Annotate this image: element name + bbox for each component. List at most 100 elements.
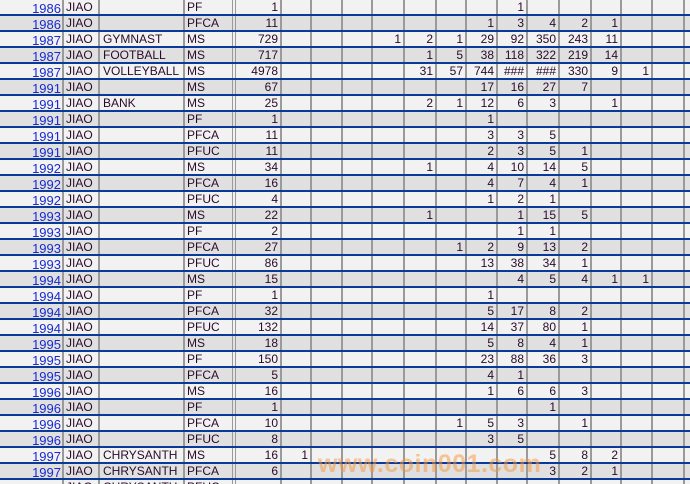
cell-value[interactable]: 9 <box>498 240 528 254</box>
cell-value[interactable] <box>343 352 373 366</box>
cell-year[interactable]: 1994 <box>32 289 61 302</box>
cell-value[interactable]: 1 <box>467 384 498 398</box>
cell-value[interactable]: 4 <box>498 272 528 286</box>
cell-count[interactable]: 11 <box>236 144 282 158</box>
cell-value[interactable] <box>312 240 343 254</box>
cell-value[interactable]: 8 <box>560 448 592 462</box>
cell-value[interactable]: 29 <box>467 32 498 46</box>
cell-value[interactable]: 1 <box>592 272 622 286</box>
cell-value[interactable] <box>653 128 685 142</box>
cell-value[interactable] <box>437 432 467 446</box>
cell-value[interactable] <box>592 480 622 484</box>
cell-empty[interactable] <box>685 224 690 238</box>
cell-value[interactable] <box>437 448 467 462</box>
cell-value[interactable] <box>312 32 343 46</box>
cell-value[interactable]: 1 <box>560 176 592 190</box>
cell-type[interactable]: MS <box>185 272 236 286</box>
cell-value[interactable]: 14 <box>592 48 622 62</box>
cell-value[interactable] <box>282 400 312 414</box>
cell-year[interactable]: 1987 <box>32 49 61 62</box>
cell-value[interactable]: 1 <box>622 272 653 286</box>
cell-value[interactable]: 1 <box>405 208 437 222</box>
cell-value[interactable]: 5 <box>528 144 560 158</box>
cell-dept[interactable]: JIAO <box>62 144 100 158</box>
cell-value[interactable] <box>653 400 685 414</box>
cell-name[interactable]: CHRYSANTH <box>100 480 185 484</box>
cell-value[interactable]: 5 <box>467 416 498 430</box>
cell-empty[interactable] <box>685 400 690 414</box>
cell-year[interactable]: 1992 <box>32 161 61 174</box>
cell-value[interactable]: 4 <box>467 176 498 190</box>
cell-value[interactable] <box>592 320 622 334</box>
cell-value[interactable] <box>282 16 312 30</box>
cell-type[interactable]: PF <box>185 112 236 126</box>
cell-name[interactable] <box>100 432 185 446</box>
cell-dept[interactable]: JIAO <box>62 304 100 318</box>
cell-empty[interactable] <box>685 368 690 382</box>
cell-year[interactable]: 1994 <box>32 321 61 334</box>
cell-value[interactable] <box>437 144 467 158</box>
cell-name[interactable]: VOLLEYBALL <box>100 64 185 78</box>
cell-value[interactable] <box>622 16 653 30</box>
cell-value[interactable]: 1 <box>437 240 467 254</box>
cell-name[interactable] <box>100 192 185 206</box>
cell-value[interactable] <box>343 256 373 270</box>
cell-value[interactable] <box>343 368 373 382</box>
cell-value[interactable]: 16 <box>498 80 528 94</box>
cell-value[interactable] <box>592 176 622 190</box>
cell-value[interactable] <box>373 192 405 206</box>
cell-year[interactable]: 1986 <box>32 17 61 30</box>
cell-value[interactable] <box>498 480 528 484</box>
cell-dept[interactable]: JIAO <box>62 288 100 302</box>
cell-value[interactable] <box>622 32 653 46</box>
cell-value[interactable] <box>560 96 592 110</box>
cell-value[interactable] <box>437 16 467 30</box>
cell-value[interactable] <box>437 352 467 366</box>
cell-empty[interactable] <box>685 192 690 206</box>
cell-count[interactable]: 1 <box>236 288 282 302</box>
cell-value[interactable]: 1 <box>528 192 560 206</box>
cell-dept[interactable]: JIAO <box>62 480 100 484</box>
cell-type[interactable]: PFCA <box>185 464 236 478</box>
cell-year[interactable]: 1991 <box>32 81 61 94</box>
cell-year[interactable]: 1997 <box>32 465 61 478</box>
cell-value[interactable] <box>622 128 653 142</box>
cell-type[interactable]: PFCA <box>185 304 236 318</box>
cell-value[interactable] <box>343 32 373 46</box>
cell-value[interactable] <box>373 48 405 62</box>
cell-value[interactable] <box>405 432 437 446</box>
cell-year[interactable] <box>0 480 62 484</box>
cell-value[interactable] <box>437 288 467 302</box>
cell-dept[interactable]: JIAO <box>62 192 100 206</box>
cell-value[interactable] <box>528 432 560 446</box>
cell-count[interactable]: 729 <box>236 32 282 46</box>
cell-value[interactable]: 6 <box>498 96 528 110</box>
cell-value[interactable] <box>653 80 685 94</box>
cell-value[interactable] <box>405 352 437 366</box>
cell-value[interactable] <box>653 368 685 382</box>
cell-value[interactable] <box>343 176 373 190</box>
cell-value[interactable] <box>622 384 653 398</box>
cell-empty[interactable] <box>685 16 690 30</box>
cell-value[interactable]: 4 <box>528 336 560 350</box>
cell-value[interactable] <box>653 352 685 366</box>
cell-dept[interactable]: JIAO <box>62 224 100 238</box>
cell-value[interactable] <box>312 176 343 190</box>
cell-value[interactable]: 7 <box>560 80 592 94</box>
cell-value[interactable] <box>405 256 437 270</box>
cell-value[interactable]: 2 <box>498 192 528 206</box>
cell-year[interactable]: 1991 <box>32 129 61 142</box>
cell-value[interactable] <box>653 272 685 286</box>
cell-count[interactable]: 22 <box>236 208 282 222</box>
cell-name[interactable] <box>100 352 185 366</box>
cell-name[interactable]: CHRYSANTH <box>100 464 185 478</box>
cell-value[interactable] <box>653 288 685 302</box>
cell-empty[interactable] <box>685 320 690 334</box>
cell-type[interactable]: PFCA <box>185 176 236 190</box>
cell-value[interactable] <box>560 192 592 206</box>
cell-value[interactable] <box>437 384 467 398</box>
cell-name[interactable] <box>100 288 185 302</box>
cell-value[interactable]: 4 <box>467 368 498 382</box>
cell-value[interactable] <box>343 128 373 142</box>
cell-value[interactable]: 4 <box>528 176 560 190</box>
